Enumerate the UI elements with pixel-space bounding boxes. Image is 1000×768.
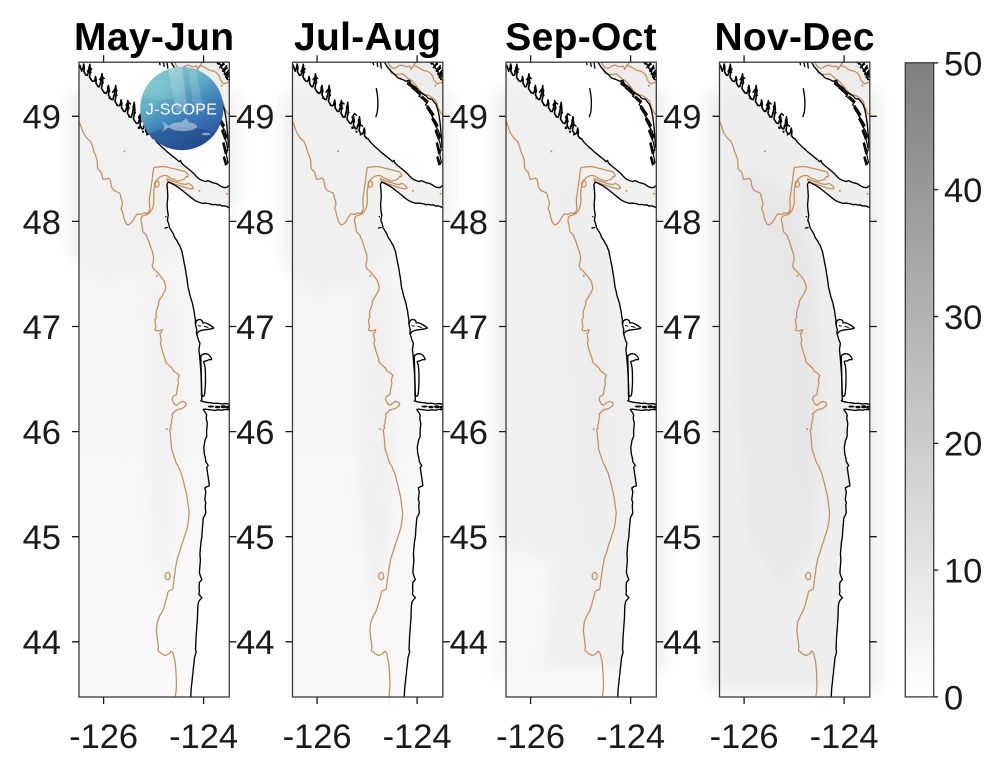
svg-text:May-Jun: May-Jun <box>74 16 234 59</box>
svg-text:-124: -124 <box>810 718 879 756</box>
svg-text:49: 49 <box>23 99 61 137</box>
svg-text:45: 45 <box>663 519 701 557</box>
svg-text:-126: -126 <box>69 718 138 756</box>
svg-text:47: 47 <box>236 309 274 347</box>
svg-text:46: 46 <box>450 414 488 452</box>
svg-text:J-SCOPE: J-SCOPE <box>146 102 217 119</box>
svg-text:48: 48 <box>663 204 701 242</box>
svg-text:47: 47 <box>663 309 701 347</box>
svg-text:44: 44 <box>236 624 274 662</box>
svg-text:44: 44 <box>23 624 61 662</box>
svg-text:Jul-Aug: Jul-Aug <box>294 16 441 59</box>
svg-text:49: 49 <box>663 99 701 137</box>
svg-text:46: 46 <box>663 414 701 452</box>
svg-text:40: 40 <box>944 172 982 210</box>
svg-text:48: 48 <box>450 204 488 242</box>
svg-text:-126: -126 <box>283 718 352 756</box>
svg-text:44: 44 <box>663 624 701 662</box>
svg-text:46: 46 <box>236 414 274 452</box>
svg-text:Nov-Dec: Nov-Dec <box>714 16 874 59</box>
svg-text:-124: -124 <box>169 718 238 756</box>
svg-text:45: 45 <box>450 519 488 557</box>
svg-text:Sep-Oct: Sep-Oct <box>505 16 657 59</box>
svg-text:45: 45 <box>23 519 61 557</box>
svg-text:44: 44 <box>450 624 488 662</box>
svg-text:30: 30 <box>944 299 982 337</box>
svg-text:-126: -126 <box>710 718 779 756</box>
svg-text:46: 46 <box>23 414 61 452</box>
svg-text:45: 45 <box>236 519 274 557</box>
svg-text:-124: -124 <box>596 718 665 756</box>
svg-text:-124: -124 <box>383 718 452 756</box>
svg-text:47: 47 <box>450 309 488 347</box>
svg-text:50: 50 <box>944 45 982 83</box>
svg-text:20: 20 <box>944 426 982 464</box>
svg-text:49: 49 <box>450 99 488 137</box>
svg-text:0: 0 <box>944 679 963 717</box>
svg-text:-126: -126 <box>496 718 565 756</box>
svg-text:10: 10 <box>944 553 982 591</box>
svg-text:49: 49 <box>236 99 274 137</box>
svg-text:47: 47 <box>23 309 61 347</box>
svg-text:48: 48 <box>23 204 61 242</box>
svg-text:48: 48 <box>236 204 274 242</box>
